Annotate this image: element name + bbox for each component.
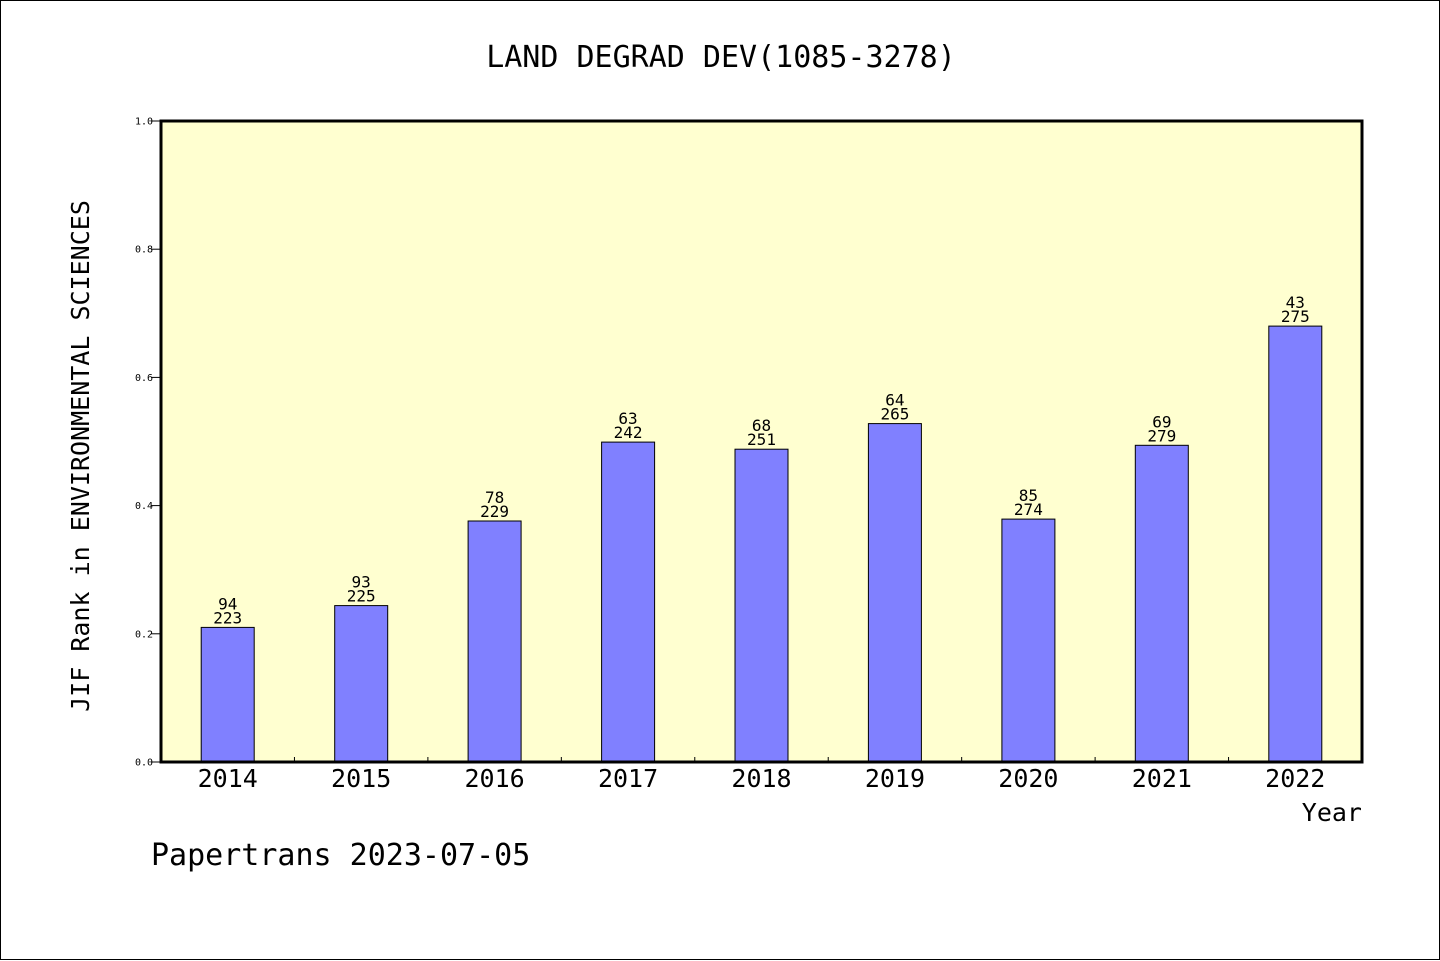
chart-title: LAND DEGRAD DEV(1085-3278) (486, 40, 956, 75)
bar-rank-label-2014: 94 (218, 594, 237, 613)
y-tick-label: 0.4 (135, 501, 153, 512)
x-tick-label-2017: 2017 (598, 764, 658, 793)
x-axis-label: Year (1302, 798, 1362, 827)
bar-2020 (1001, 518, 1056, 763)
y-tick-label: 0.8 (135, 245, 153, 256)
bar-total-label-2014: 223 (213, 608, 242, 627)
x-tick-label-2016: 2016 (465, 764, 525, 793)
bar-2014 (200, 626, 255, 763)
x-tick-label-2015: 2015 (331, 764, 391, 793)
x-tick-label-2018: 2018 (731, 764, 791, 793)
bar-2015 (334, 605, 389, 763)
x-axis-ticks: 2014 2015 2016 2017 2018 2019 2020 2021 2022 (198, 757, 1325, 793)
bar-total-label-2020: 274 (1014, 500, 1043, 519)
y-axis-ticks: 0.0 0.2 0.4 0.6 0.8 1.0 (135, 117, 161, 769)
bar-rank-label-2021: 69 (1152, 412, 1171, 431)
bar-2021 (1134, 444, 1189, 763)
bar-total-label-2016: 229 (480, 502, 509, 521)
x-tick-label-2019: 2019 (865, 764, 925, 793)
bar-2019 (867, 423, 922, 763)
bar-total-label-2019: 265 (880, 405, 909, 424)
y-tick-label: 0.0 (135, 758, 153, 769)
bar-rank-label-2015: 93 (352, 573, 371, 592)
y-tick-label: 0.6 (135, 373, 153, 384)
y-axis-label: JIF Rank in ENVIRONMENTAL SCIENCES (66, 200, 95, 712)
x-tick-label-2022: 2022 (1265, 764, 1325, 793)
bar-2022 (1268, 325, 1323, 763)
bar-rank-label-2016: 78 (485, 488, 504, 507)
bar-rank-label-2020: 85 (1019, 486, 1038, 505)
bar-2018 (734, 448, 789, 763)
bar-total-label-2017: 242 (614, 423, 643, 442)
bar-rank-label-2022: 43 (1286, 293, 1305, 312)
plot-frame (159, 119, 1364, 764)
bar-rank-label-2018: 68 (752, 416, 771, 435)
footer-text: Papertrans 2023-07-05 (151, 838, 530, 873)
x-tick-label-2014: 2014 (198, 764, 258, 793)
bar-2017 (601, 441, 656, 763)
bar-total-label-2022: 275 (1281, 307, 1310, 326)
bar-total-label-2018: 251 (747, 430, 776, 449)
x-tick-label-2020: 2020 (998, 764, 1058, 793)
bar-rank-label-2019: 64 (885, 391, 904, 410)
bar-2016 (467, 520, 522, 763)
bar-rank-label-2017: 63 (618, 409, 637, 428)
bar-total-label-2021: 279 (1147, 426, 1176, 445)
bar-total-label-2015: 225 (347, 587, 376, 606)
y-tick-label: 1.0 (135, 117, 153, 128)
y-tick-label: 0.2 (135, 629, 153, 640)
x-tick-label-2021: 2021 (1132, 764, 1192, 793)
